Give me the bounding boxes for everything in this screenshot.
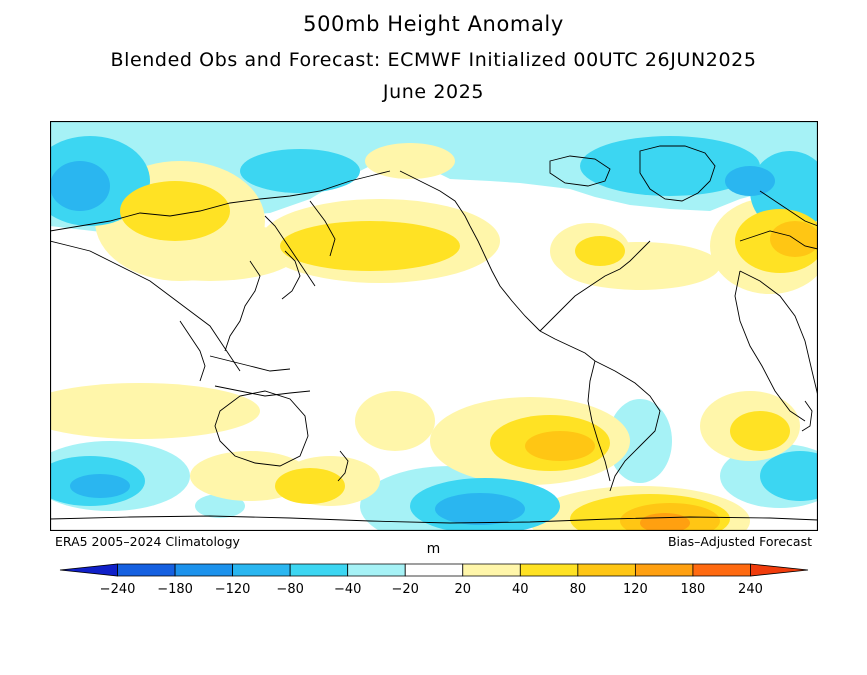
colorbar-tick-label: −80 xyxy=(276,582,303,597)
colorbar-tick-label: −240 xyxy=(100,582,136,597)
colorbar-swatch xyxy=(519,563,579,577)
colorbar-swatch xyxy=(59,563,118,577)
colorbar: −240 −180 −120 −80 −40 −20 20 40 80 120 180 240 xyxy=(59,563,809,597)
colorbar-tick-label: −20 xyxy=(392,582,419,597)
colorbar-swatches xyxy=(59,563,809,577)
colorbar-tick-label: 180 xyxy=(681,582,706,597)
colorbar-tick-label: 20 xyxy=(454,582,471,597)
colorbar-tick-label: −120 xyxy=(215,582,251,597)
colorbar-tick-label: 40 xyxy=(512,582,529,597)
colorbar-tick-label: −180 xyxy=(157,582,193,597)
colorbar-swatch xyxy=(232,563,291,577)
colorbar-swatch xyxy=(174,563,234,577)
colorbar-swatch xyxy=(117,563,176,577)
colorbar-swatch xyxy=(404,563,464,577)
colorbar-tick-label: −40 xyxy=(334,582,361,597)
colorbar-swatch xyxy=(347,563,406,577)
colorbar-swatch xyxy=(577,563,636,577)
colorbar-tick-label: 120 xyxy=(623,582,648,597)
colorbar-swatch xyxy=(692,563,751,577)
colorbar-unit: m xyxy=(426,541,441,557)
anomaly-map xyxy=(50,121,818,531)
colorbar-swatch xyxy=(462,563,521,577)
colorbar-swatch xyxy=(750,563,809,577)
coastlines xyxy=(50,145,818,524)
chart-subtitle: Blended Obs and Forecast: ECMWF Initiali… xyxy=(110,49,757,71)
colorbar-tick-label: 80 xyxy=(570,582,587,597)
chart-title: 500mb Height Anomaly xyxy=(303,12,564,36)
climatology-note: ERA5 2005–2024 Climatology xyxy=(55,534,240,549)
colorbar-swatch xyxy=(289,563,349,577)
colorbar-tick-label: 240 xyxy=(738,582,763,597)
chart-period: June 2025 xyxy=(382,81,485,103)
colorbar-labels: −240 −180 −120 −80 −40 −20 20 40 80 120 180 240 xyxy=(100,582,763,597)
colorbar-swatch xyxy=(634,563,694,577)
forecast-note: Bias–Adjusted Forecast xyxy=(667,534,812,549)
